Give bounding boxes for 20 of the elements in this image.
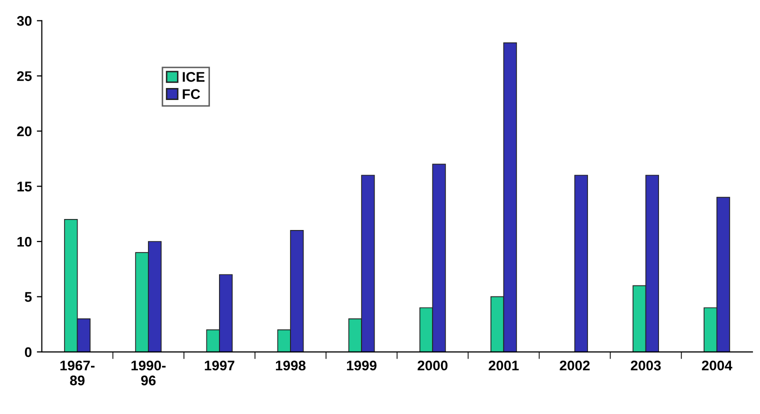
- y-tick-label: 25: [17, 71, 32, 82]
- x-tick-label: 2004: [702, 360, 732, 370]
- x-tick-label: 1998: [276, 360, 306, 370]
- y-tick-label: 0: [24, 347, 32, 358]
- y-tick-label: 20: [17, 126, 32, 136]
- x-tick-label: 1997: [204, 360, 234, 370]
- x-tick-label: 2000: [418, 360, 448, 370]
- y-tick-label: 30: [16, 16, 32, 26]
- y-tick-label: 15: [18, 182, 32, 192]
- x-tick-label: 1999: [346, 360, 377, 370]
- x-tick-label: 2003: [630, 360, 661, 370]
- legend-label: ICE: [182, 72, 204, 82]
- x-tick-label: 2001: [488, 360, 519, 370]
- y-tick-label: 10: [18, 236, 32, 247]
- y-tick-label: 5: [24, 292, 32, 302]
- x-tick-label: 1967- 89: [60, 360, 95, 386]
- x-tick-label: 1990- 96: [132, 360, 166, 386]
- legend-label: FC: [182, 89, 200, 100]
- bar: [574, 174, 588, 352]
- x-tick-label: 2002: [560, 360, 590, 370]
